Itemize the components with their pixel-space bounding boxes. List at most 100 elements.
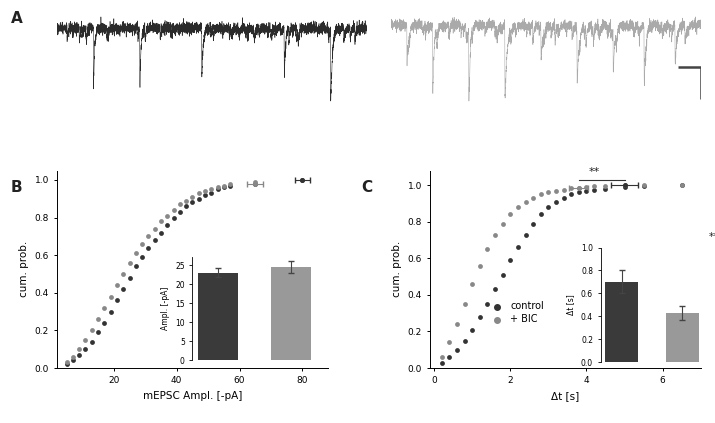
- Point: [137, 241, 148, 247]
- Point: [466, 280, 478, 287]
- Point: [482, 301, 493, 308]
- Point: [61, 359, 72, 366]
- Point: [218, 182, 230, 189]
- Point: [149, 225, 160, 232]
- Point: [168, 214, 179, 221]
- Point: [225, 180, 236, 187]
- Point: [162, 212, 173, 219]
- Point: [676, 182, 687, 189]
- Point: [205, 190, 217, 196]
- Point: [466, 326, 478, 333]
- Point: [137, 254, 148, 261]
- Point: [155, 229, 167, 236]
- Point: [155, 218, 167, 225]
- Point: [588, 183, 600, 190]
- Point: [212, 186, 223, 193]
- Point: [638, 183, 649, 190]
- Text: C: C: [361, 180, 373, 195]
- Point: [99, 319, 110, 326]
- Point: [451, 321, 463, 327]
- Point: [187, 193, 198, 200]
- Point: [143, 233, 154, 240]
- Point: [566, 185, 577, 192]
- Point: [512, 244, 523, 251]
- Point: [180, 197, 192, 204]
- Point: [618, 182, 630, 189]
- Point: [205, 186, 217, 193]
- Point: [528, 195, 539, 201]
- Point: [489, 231, 500, 238]
- Point: [543, 204, 554, 211]
- Point: [512, 204, 523, 211]
- X-axis label: Δt [s]: Δt [s]: [551, 391, 580, 401]
- Point: [92, 316, 104, 322]
- Point: [174, 209, 185, 215]
- Point: [105, 308, 117, 315]
- X-axis label: mEPSC Ampl. [-pA]: mEPSC Ampl. [-pA]: [143, 391, 242, 401]
- Point: [143, 244, 154, 251]
- Point: [600, 182, 611, 189]
- Point: [573, 189, 585, 196]
- Point: [451, 346, 463, 353]
- Point: [61, 361, 72, 368]
- Point: [505, 257, 516, 264]
- Point: [80, 346, 92, 353]
- Point: [187, 199, 198, 206]
- Point: [505, 211, 516, 218]
- Point: [520, 198, 531, 205]
- Point: [86, 327, 97, 334]
- Point: [551, 198, 562, 205]
- Point: [218, 184, 230, 191]
- Point: [112, 297, 123, 304]
- Point: [225, 182, 236, 189]
- Legend: control, + BIC: control, + BIC: [484, 297, 548, 328]
- Point: [168, 207, 179, 214]
- Point: [67, 353, 79, 360]
- Point: [250, 180, 261, 187]
- Point: [520, 231, 531, 238]
- Point: [436, 354, 448, 360]
- Point: [581, 184, 592, 190]
- Point: [130, 250, 142, 257]
- Point: [74, 346, 85, 353]
- Point: [297, 176, 308, 183]
- Point: [676, 182, 687, 189]
- Point: [489, 286, 500, 293]
- Point: [117, 286, 129, 292]
- Point: [124, 259, 135, 266]
- Point: [459, 337, 470, 344]
- Point: [80, 336, 92, 343]
- Point: [112, 282, 123, 288]
- Point: [558, 187, 569, 193]
- Point: [474, 313, 485, 320]
- Point: [250, 179, 261, 185]
- Point: [74, 352, 85, 358]
- Point: [117, 271, 129, 277]
- Point: [474, 262, 485, 269]
- Point: [443, 354, 455, 360]
- Point: [581, 187, 592, 194]
- Point: [436, 359, 448, 366]
- Point: [193, 195, 204, 202]
- Point: [180, 203, 192, 210]
- Point: [573, 184, 585, 191]
- Text: B: B: [11, 180, 22, 195]
- Point: [105, 293, 117, 300]
- Point: [600, 185, 611, 192]
- Point: [528, 220, 539, 227]
- Point: [543, 189, 554, 196]
- Y-axis label: cum. prob.: cum. prob.: [19, 241, 29, 297]
- Text: A: A: [11, 11, 22, 25]
- Point: [459, 301, 470, 308]
- Point: [124, 275, 135, 281]
- Point: [482, 246, 493, 253]
- Point: [162, 222, 173, 228]
- Point: [551, 187, 562, 194]
- Point: [497, 220, 508, 227]
- Point: [588, 187, 600, 193]
- Point: [558, 195, 569, 201]
- Point: [497, 272, 508, 278]
- Point: [92, 329, 104, 336]
- Point: [212, 184, 223, 191]
- Point: [199, 188, 211, 195]
